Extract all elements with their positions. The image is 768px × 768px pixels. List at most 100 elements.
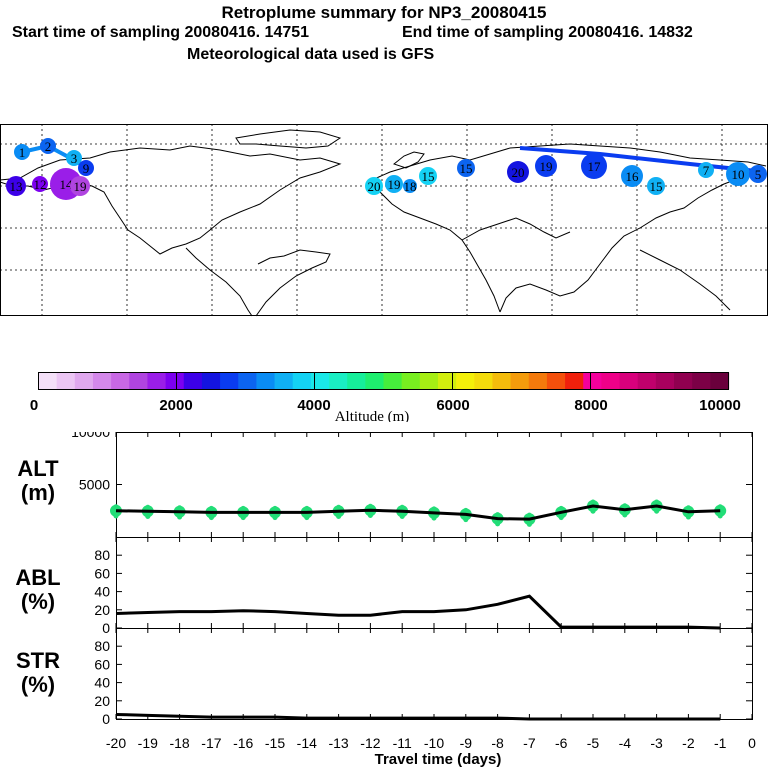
trajectory-day-label: 13	[10, 179, 23, 194]
colorbar-cell	[220, 372, 239, 390]
alt-spread-point	[336, 514, 342, 520]
x-tick-label: -16	[233, 735, 253, 751]
colorbar-cell	[56, 372, 76, 390]
trajectory-day-label: 15	[422, 169, 435, 184]
colorbar-cell	[492, 372, 512, 390]
x-tick-label: -8	[491, 735, 504, 751]
alt-spread-point	[399, 504, 405, 510]
colorbar-cell	[329, 372, 348, 390]
trajectory-blob	[14, 144, 30, 160]
alt-spread-point	[590, 508, 596, 514]
x-tick-label: -2	[682, 735, 695, 751]
end-time-label: End time of sampling 20080416. 14832	[402, 24, 693, 41]
x-tick-label: -17	[201, 735, 221, 751]
colorbar-cell	[510, 372, 530, 390]
alt-spread-point	[431, 515, 437, 521]
alt-spread-point	[399, 514, 405, 520]
alt-spread-point	[558, 515, 564, 521]
map-frame	[0, 124, 768, 316]
trajectory-blob	[647, 177, 665, 195]
trajectory-blob	[66, 150, 82, 166]
str-series-line	[115, 712, 721, 721]
trajectory-blob	[365, 177, 383, 195]
x-tick-label: -1	[714, 735, 727, 751]
trajectory-day-label: 19	[74, 179, 87, 194]
alt-spread-point	[367, 512, 373, 518]
colorbar-cell	[456, 372, 475, 390]
alt-panel-unit: (m)	[21, 480, 55, 505]
colorbar-cell	[546, 372, 566, 390]
str-y-tick-label: 80	[94, 638, 110, 654]
colorbar-cell	[692, 372, 711, 390]
abl-series-line	[115, 594, 721, 630]
abl-y-tick-label: 80	[94, 547, 110, 563]
colorbar-tick-8000: 8000	[574, 397, 607, 414]
alt-spread-point	[431, 506, 437, 512]
colorbar-cell	[637, 372, 657, 390]
alt-spread-point	[558, 505, 564, 511]
colorbar-cell	[74, 372, 94, 390]
x-axis-label: Travel time (days)	[375, 751, 502, 768]
colorbar-tick-0: 0	[30, 397, 38, 414]
colorbar-cell	[565, 372, 584, 390]
trajectory-day-label: 9	[83, 161, 90, 176]
alt-spread-point	[685, 514, 691, 520]
str-y-tick-label: 40	[94, 675, 110, 691]
alt-spread-point	[495, 512, 501, 518]
x-tick-label: -19	[138, 735, 158, 751]
trajectory-blob	[385, 175, 403, 193]
trajectory-day-label: 12	[34, 177, 47, 192]
trajectory-blob	[581, 153, 607, 179]
x-tick-label: -18	[169, 735, 189, 751]
alt-spread-point	[685, 505, 691, 511]
trajectory-day-label: 19	[388, 177, 401, 192]
trajectory-day-label: 19	[540, 159, 553, 174]
str-panel-title: STR	[16, 648, 60, 673]
colorbar-cell	[274, 372, 294, 390]
trajectory-day-label: 20	[368, 179, 381, 194]
trajectory-day-label: 5	[755, 167, 762, 182]
str-y-tick-label: 0	[102, 711, 110, 727]
trajectory-day-label: 15	[460, 161, 473, 176]
colorbar-cell	[129, 372, 149, 390]
alt-panel-frame	[116, 432, 753, 538]
colorbar-cell	[183, 372, 203, 390]
trajectory-day-label: 14	[60, 177, 74, 192]
alt-spread-point	[145, 514, 151, 520]
trajectory-blob	[32, 176, 48, 192]
x-tick-label: -13	[328, 735, 348, 751]
colorbar-cell	[383, 372, 403, 390]
trajectory-day-label: 7	[703, 163, 710, 178]
x-tick-label: -11	[393, 735, 412, 751]
colorbar-cell	[437, 372, 457, 390]
x-tick-label: -14	[297, 735, 317, 751]
colorbar-cell	[583, 372, 602, 390]
coastlines	[0, 129, 767, 317]
trajectory-day-label: 2	[45, 139, 52, 154]
colorbar-cell	[601, 372, 621, 390]
alt-spread-point	[177, 505, 183, 511]
alt-series-line	[115, 504, 721, 521]
x-tick-label: -15	[265, 735, 285, 751]
trajectory-blob	[749, 165, 767, 183]
trajectory-blob	[621, 165, 643, 187]
alt-spread-point	[145, 504, 151, 510]
trajectory-day-label: 16	[626, 169, 640, 184]
colorbar-cell	[655, 372, 675, 390]
trajectory-day-label: 1	[19, 145, 26, 160]
met-data-label: Meteorological data used is GFS	[187, 46, 435, 63]
x-tick-label: -7	[523, 735, 536, 751]
alt-spread-point	[240, 515, 246, 521]
alt-spread-point	[717, 504, 723, 510]
alt-spread-point	[654, 508, 660, 514]
colorbar-cell	[619, 372, 639, 390]
alt-spread-point	[622, 503, 628, 509]
colorbar-cell	[474, 372, 494, 390]
alt-spread-point	[463, 517, 469, 523]
x-tick-label: -12	[360, 735, 380, 751]
colorbar-cell	[347, 372, 366, 390]
abl-y-tick-label: 60	[94, 565, 110, 581]
trajectory-blob	[535, 155, 557, 177]
